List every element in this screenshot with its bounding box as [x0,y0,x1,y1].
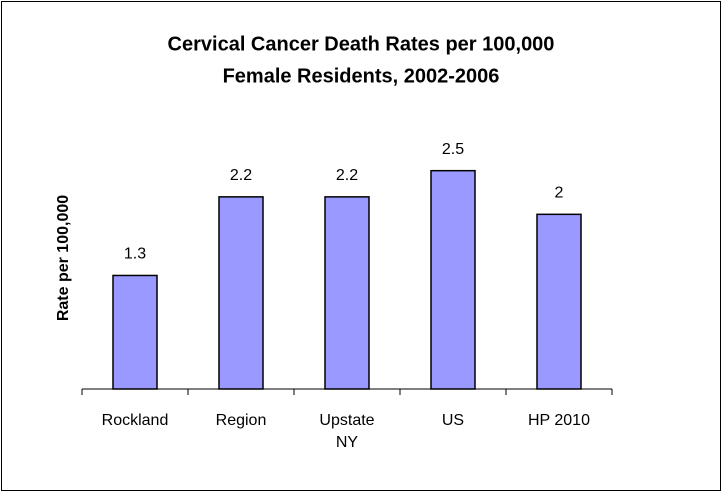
x-tick-label: Upstate NY [319,412,375,451]
data-label: 2.2 [230,167,252,184]
bar [218,196,264,390]
data-label: 2.5 [442,141,464,158]
y-axis-label: Rate per 100,000 [55,195,72,321]
x-tick-label: Rockland [101,412,169,429]
data-label: 2 [555,185,564,202]
data-label: 1.3 [124,246,146,263]
bar [112,274,158,390]
x-tick-label: HP 2010 [528,412,590,429]
data-label: 2.2 [336,167,358,184]
x-tick-label: US [441,412,465,429]
x-tick-label: Region [215,412,267,429]
bar [430,169,476,390]
bar [324,196,370,390]
chart-subtitle: Female Residents, 2002-2006 [223,65,500,87]
bar [536,213,582,390]
chart-title: Cervical Cancer Death Rates per 100,000 [168,33,555,55]
